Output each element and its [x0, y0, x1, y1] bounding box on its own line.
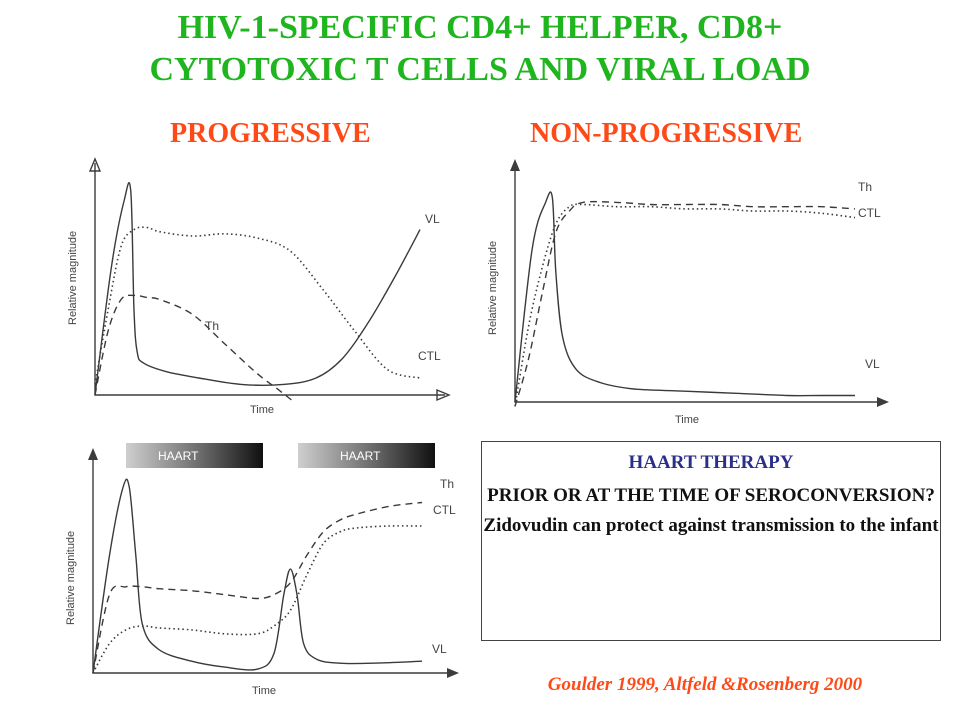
series-line-th [514, 200, 856, 407]
haart-bar-2 [298, 443, 435, 468]
series-label-ctl: CTL [418, 349, 441, 363]
plot-area [514, 191, 856, 407]
series-label-vl: VL [432, 642, 447, 656]
series-line-ctl [92, 525, 423, 674]
y-axis [94, 163, 445, 396]
x-axis-arrow [447, 668, 459, 678]
series-label-th: Th [205, 319, 219, 333]
haart-label-1: HAART [158, 449, 199, 463]
series-line-vl [94, 182, 421, 396]
series-label-ctl: CTL [858, 206, 881, 220]
series-line-th [94, 294, 294, 402]
x-axis-label: Time [675, 414, 699, 426]
y-axis-label: Relative magnitude [67, 231, 79, 325]
title-line-1: HIV-1-SPECIFIC CD4+ HELPER, CD8+ [177, 9, 783, 46]
haart-label-2: HAART [340, 449, 381, 463]
y-axis-arrow [510, 159, 520, 171]
y-axis-label: Relative magnitude [65, 531, 77, 625]
series-label-th: Th [858, 180, 872, 194]
title-line-2: CYTOTOXIC T CELLS AND VIRAL LOAD [149, 51, 811, 88]
series-line-vl [92, 478, 423, 674]
x-axis-arrow [877, 397, 889, 407]
therapy-question: PRIOR OR AT THE TIME OF SEROCONVERSION? [487, 485, 935, 506]
series-label-th: Th [440, 477, 454, 491]
y-axis-arrow [88, 448, 98, 460]
plot-area [94, 182, 421, 402]
series-line-ctl [94, 226, 421, 385]
series-label-ctl: CTL [433, 503, 456, 517]
series-line-th [92, 501, 423, 674]
series-label-vl: VL [425, 212, 440, 226]
x-axis-label: Time [252, 685, 276, 697]
haart-therapy-box: HAART THERAPY PRIOR OR AT THE TIME OF SE… [481, 441, 941, 641]
progressive-chart: Time Relative magnitude VL Th CTL [67, 157, 451, 416]
plot-area [92, 478, 423, 674]
haart-chart: HAART HAART Time Relative magnitude Th C… [65, 443, 459, 697]
series-line-vl [514, 191, 855, 403]
x-axis-arrow [436, 388, 451, 402]
therapy-note: Zidovudin can protect against transmissi… [483, 515, 939, 536]
haart-bar-1 [126, 443, 263, 468]
subtitle-progressive: PROGRESSIVE [170, 118, 371, 149]
non-progressive-chart: Time Relative magnitude Th CTL VL [487, 159, 889, 426]
citation: Goulder 1999, Altfeld &Rosenberg 2000 [547, 674, 863, 695]
subtitle-non-progressive: NON-PROGRESSIVE [530, 118, 803, 149]
therapy-heading: HAART THERAPY [628, 452, 794, 473]
series-line-ctl [514, 203, 856, 407]
series-label-vl: VL [865, 357, 880, 371]
x-axis-label: Time [250, 404, 274, 416]
y-axis-arrow [88, 157, 102, 172]
y-axis-label: Relative magnitude [487, 241, 499, 335]
